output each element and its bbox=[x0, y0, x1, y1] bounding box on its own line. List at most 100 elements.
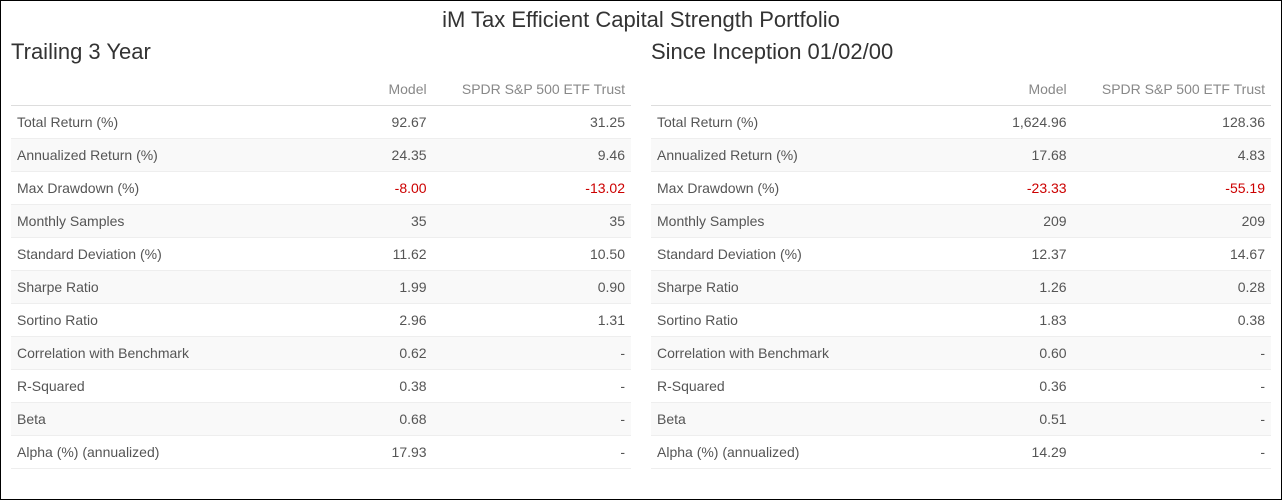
table-row: Alpha (%) (annualized)14.29- bbox=[651, 436, 1271, 469]
model-value: 11.62 bbox=[309, 238, 433, 271]
stats-table: ModelSPDR S&P 500 ETF TrustTotal Return … bbox=[11, 73, 631, 469]
column-header-model: Model bbox=[309, 73, 433, 106]
metric-label: Beta bbox=[11, 403, 309, 436]
table-row: Sharpe Ratio1.990.90 bbox=[11, 271, 631, 304]
stats-table: ModelSPDR S&P 500 ETF TrustTotal Return … bbox=[651, 73, 1271, 469]
model-value: 2.96 bbox=[309, 304, 433, 337]
benchmark-value: -13.02 bbox=[433, 172, 631, 205]
benchmark-value: - bbox=[1073, 436, 1271, 469]
metric-label: Sharpe Ratio bbox=[651, 271, 949, 304]
benchmark-value: - bbox=[433, 370, 631, 403]
table-row: Max Drawdown (%)-23.33-55.19 bbox=[651, 172, 1271, 205]
table-row: Beta0.68- bbox=[11, 403, 631, 436]
benchmark-value: - bbox=[433, 337, 631, 370]
benchmark-value: - bbox=[433, 436, 631, 469]
model-value: 0.62 bbox=[309, 337, 433, 370]
table-row: Annualized Return (%)24.359.46 bbox=[11, 139, 631, 172]
metric-label: Standard Deviation (%) bbox=[11, 238, 309, 271]
model-value: 92.67 bbox=[309, 106, 433, 139]
model-value: 0.51 bbox=[949, 403, 1073, 436]
table-row: R-Squared0.36- bbox=[651, 370, 1271, 403]
table-row: Total Return (%)1,624.96128.36 bbox=[651, 106, 1271, 139]
table-row: Monthly Samples3535 bbox=[11, 205, 631, 238]
model-value: 24.35 bbox=[309, 139, 433, 172]
benchmark-value: 31.25 bbox=[433, 106, 631, 139]
model-value: 1.83 bbox=[949, 304, 1073, 337]
model-value: 1.99 bbox=[309, 271, 433, 304]
benchmark-value: 35 bbox=[433, 205, 631, 238]
column-header-metric bbox=[651, 73, 949, 106]
benchmark-value: 128.36 bbox=[1073, 106, 1271, 139]
benchmark-value: -55.19 bbox=[1073, 172, 1271, 205]
metric-label: Correlation with Benchmark bbox=[651, 337, 949, 370]
table-row: Sortino Ratio1.830.38 bbox=[651, 304, 1271, 337]
benchmark-value: - bbox=[1073, 337, 1271, 370]
panel-title: Trailing 3 Year bbox=[11, 39, 631, 65]
benchmark-value: - bbox=[1073, 370, 1271, 403]
model-value: 17.68 bbox=[949, 139, 1073, 172]
model-value: 14.29 bbox=[949, 436, 1073, 469]
metric-label: Beta bbox=[651, 403, 949, 436]
table-row: Standard Deviation (%)11.6210.50 bbox=[11, 238, 631, 271]
model-value: 1,624.96 bbox=[949, 106, 1073, 139]
model-value: 1.26 bbox=[949, 271, 1073, 304]
metric-label: Annualized Return (%) bbox=[11, 139, 309, 172]
table-row: Sortino Ratio2.961.31 bbox=[11, 304, 631, 337]
table-row: Sharpe Ratio1.260.28 bbox=[651, 271, 1271, 304]
table-row: Alpha (%) (annualized)17.93- bbox=[11, 436, 631, 469]
model-value: 17.93 bbox=[309, 436, 433, 469]
page-title: iM Tax Efficient Capital Strength Portfo… bbox=[11, 7, 1271, 33]
model-value: 0.68 bbox=[309, 403, 433, 436]
model-value: -8.00 bbox=[309, 172, 433, 205]
report-frame: iM Tax Efficient Capital Strength Portfo… bbox=[0, 0, 1282, 500]
model-value: -23.33 bbox=[949, 172, 1073, 205]
benchmark-value: 10.50 bbox=[433, 238, 631, 271]
benchmark-value: 0.28 bbox=[1073, 271, 1271, 304]
benchmark-value: 209 bbox=[1073, 205, 1271, 238]
model-value: 12.37 bbox=[949, 238, 1073, 271]
metric-label: Correlation with Benchmark bbox=[11, 337, 309, 370]
table-row: Correlation with Benchmark0.60- bbox=[651, 337, 1271, 370]
column-header-benchmark: SPDR S&P 500 ETF Trust bbox=[1073, 73, 1271, 106]
stats-panel: Since Inception 01/02/00 ModelSPDR S&P 50… bbox=[651, 39, 1271, 469]
panel-title: Since Inception 01/02/00 bbox=[651, 39, 1271, 65]
table-row: Total Return (%)92.6731.25 bbox=[11, 106, 631, 139]
table-row: Standard Deviation (%)12.3714.67 bbox=[651, 238, 1271, 271]
table-row: R-Squared0.38- bbox=[11, 370, 631, 403]
table-row: Correlation with Benchmark0.62- bbox=[11, 337, 631, 370]
column-header-benchmark: SPDR S&P 500 ETF Trust bbox=[433, 73, 631, 106]
metric-label: Max Drawdown (%) bbox=[11, 172, 309, 205]
metric-label: Annualized Return (%) bbox=[651, 139, 949, 172]
benchmark-value: 0.90 bbox=[433, 271, 631, 304]
metric-label: Alpha (%) (annualized) bbox=[651, 436, 949, 469]
metric-label: R-Squared bbox=[11, 370, 309, 403]
metric-label: Sharpe Ratio bbox=[11, 271, 309, 304]
benchmark-value: 0.38 bbox=[1073, 304, 1271, 337]
metric-label: Standard Deviation (%) bbox=[651, 238, 949, 271]
model-value: 209 bbox=[949, 205, 1073, 238]
metric-label: Sortino Ratio bbox=[651, 304, 949, 337]
metric-label: Total Return (%) bbox=[11, 106, 309, 139]
table-row: Annualized Return (%)17.684.83 bbox=[651, 139, 1271, 172]
model-value: 0.36 bbox=[949, 370, 1073, 403]
metric-label: Alpha (%) (annualized) bbox=[11, 436, 309, 469]
model-value: 0.38 bbox=[309, 370, 433, 403]
panels-container: Trailing 3 YearModelSPDR S&P 500 ETF Tru… bbox=[11, 39, 1271, 469]
table-row: Monthly Samples209209 bbox=[651, 205, 1271, 238]
model-value: 35 bbox=[309, 205, 433, 238]
benchmark-value: 1.31 bbox=[433, 304, 631, 337]
metric-label: Total Return (%) bbox=[651, 106, 949, 139]
metric-label: Monthly Samples bbox=[651, 205, 949, 238]
benchmark-value: 14.67 bbox=[1073, 238, 1271, 271]
metric-label: Monthly Samples bbox=[11, 205, 309, 238]
metric-label: Sortino Ratio bbox=[11, 304, 309, 337]
model-value: 0.60 bbox=[949, 337, 1073, 370]
benchmark-value: 4.83 bbox=[1073, 139, 1271, 172]
column-header-model: Model bbox=[949, 73, 1073, 106]
benchmark-value: 9.46 bbox=[433, 139, 631, 172]
metric-label: R-Squared bbox=[651, 370, 949, 403]
table-row: Beta0.51- bbox=[651, 403, 1271, 436]
benchmark-value: - bbox=[1073, 403, 1271, 436]
column-header-metric bbox=[11, 73, 309, 106]
stats-panel: Trailing 3 Year ModelSPDR S&P 500 ETF Tru… bbox=[11, 39, 631, 469]
